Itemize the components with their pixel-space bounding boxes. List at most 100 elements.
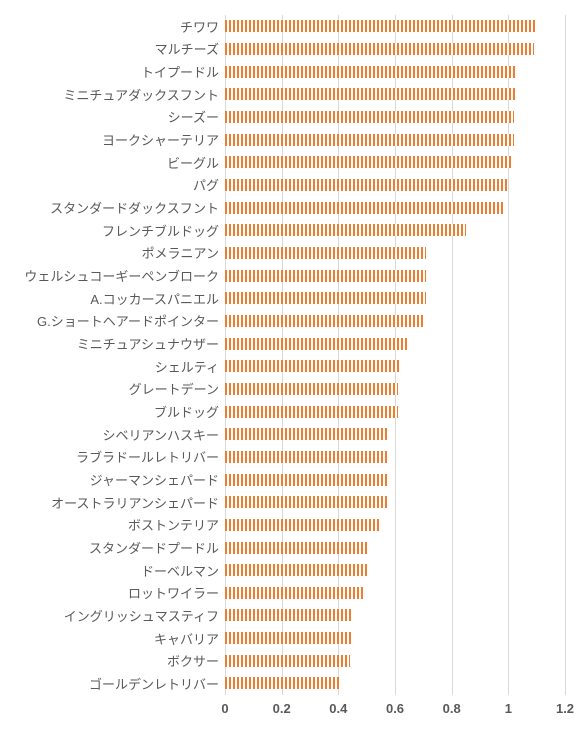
bar-row: ポメラニアン: [225, 242, 426, 265]
bar: [225, 179, 508, 191]
bar: [225, 496, 387, 508]
bar-row: マルチーズ: [225, 38, 534, 61]
gridline: [565, 15, 566, 695]
bar-label: マルチーズ: [155, 39, 225, 58]
bar: [225, 406, 398, 418]
bar-row: シーズー: [225, 106, 514, 129]
bar-label: ビーグル: [167, 153, 225, 172]
bar: [225, 111, 514, 123]
bar-row: A.コッカースパニエル: [225, 287, 426, 310]
bar: [225, 66, 517, 78]
bar-row: ボクサー: [225, 649, 350, 672]
bar: [225, 677, 341, 689]
bar: [225, 134, 514, 146]
bar-label: スタンダードプードル: [89, 538, 225, 557]
bar-row: ミニチュアシュナウザー: [225, 332, 409, 355]
bar-label: ポメラニアン: [142, 243, 225, 262]
chart-container: チワワマルチーズトイプードルミニチュアダックスフントシーズーヨークシャーテリアビ…: [0, 0, 579, 741]
bar-label: キャバリア: [154, 629, 225, 648]
bar-row: ビーグル: [225, 151, 511, 174]
bar-label: シベリアンハスキー: [103, 425, 225, 444]
bar-row: ロットワイラー: [225, 582, 364, 605]
bar-row: オーストラリアンシェパード: [225, 491, 387, 514]
bar-label: グレートデーン: [129, 379, 225, 398]
x-tick-label: 0.6: [386, 701, 404, 716]
bar-row: ミニチュアダックスフント: [225, 83, 517, 106]
bar-label: チワワ: [180, 17, 225, 36]
bar-label: ヨークシャーテリア: [102, 130, 225, 149]
x-tick-label: 0: [221, 701, 228, 716]
bar: [225, 20, 537, 32]
bar-label: ゴールデンレトリバー: [89, 674, 225, 693]
bar: [225, 609, 353, 621]
bar-row: チワワ: [225, 15, 537, 38]
bar-label: A.コッカースパニエル: [90, 289, 225, 308]
bar: [225, 542, 367, 554]
bar-label: ラブラドールレトリバー: [76, 447, 225, 466]
bar-label: トイプードル: [141, 62, 225, 81]
bar: [225, 587, 364, 599]
bar-row: フレンチブルドッグ: [225, 219, 466, 242]
bar: [225, 292, 426, 304]
bar-row: ラブラドールレトリバー: [225, 446, 389, 469]
bar-row: ブルドッグ: [225, 400, 398, 423]
bar: [225, 632, 353, 644]
bar-row: スタンダードダックスフント: [225, 196, 503, 219]
bar-row: パグ: [225, 174, 508, 197]
bar-label: スタンダードダックスフント: [50, 198, 225, 217]
bar-row: ボストンテリア: [225, 514, 381, 537]
plot-area: チワワマルチーズトイプードルミニチュアダックスフントシーズーヨークシャーテリアビ…: [225, 15, 565, 695]
bar-label: ロットワイラー: [128, 583, 225, 602]
bar-row: ヨークシャーテリア: [225, 128, 514, 151]
bar: [225, 270, 426, 282]
bar-row: G.ショートヘアードポインター: [225, 310, 423, 333]
bar-label: ジャーマンシェパード: [90, 470, 225, 489]
x-tick-label: 0.4: [329, 701, 347, 716]
x-tick-label: 1.2: [556, 701, 574, 716]
bar-label: シェルティ: [155, 357, 225, 376]
bar: [225, 224, 466, 236]
bar-label: シーズー: [168, 107, 225, 126]
bar: [225, 156, 511, 168]
bar: [225, 43, 534, 55]
bar: [225, 383, 398, 395]
bar: [225, 428, 389, 440]
bar-label: ウェルシュコーギーペンブローク: [24, 266, 225, 285]
bar-label: ボストンテリア: [128, 515, 225, 534]
bar-row: ゴールデンレトリバー: [225, 672, 341, 695]
x-axis: 00.20.40.60.811.2: [225, 695, 565, 725]
bar-row: シベリアンハスキー: [225, 423, 389, 446]
bar: [225, 88, 517, 100]
x-tick-label: 0.2: [273, 701, 291, 716]
bar: [225, 338, 409, 350]
bar-label: フレンチブルドッグ: [102, 221, 225, 240]
bar-row: ウェルシュコーギーペンブローク: [225, 264, 426, 287]
bar: [225, 519, 381, 531]
bar-row: グレートデーン: [225, 378, 398, 401]
bar-label: G.ショートヘアードポインター: [37, 311, 225, 330]
bar: [225, 564, 367, 576]
bar: [225, 360, 401, 372]
bar-row: ドーベルマン: [225, 559, 367, 582]
bar-row: ジャーマンシェパード: [225, 468, 387, 491]
bar-label: ブルドッグ: [154, 402, 225, 421]
bar: [225, 202, 503, 214]
bar-row: イングリッシュマスティフ: [225, 604, 353, 627]
bar-label: ミニチュアダックスフント: [63, 85, 225, 104]
bar: [225, 247, 426, 259]
bar-row: キャバリア: [225, 627, 353, 650]
bar-label: ドーベルマン: [141, 561, 225, 580]
bar: [225, 474, 387, 486]
bar-row: トイプードル: [225, 60, 517, 83]
bar-row: シェルティ: [225, 355, 401, 378]
bar-label: パグ: [193, 175, 225, 194]
bar-label: オーストラリアンシェパード: [51, 493, 225, 512]
bar-label: ミニチュアシュナウザー: [77, 334, 225, 353]
x-tick-label: 0.8: [443, 701, 461, 716]
bar-row: スタンダードプードル: [225, 536, 367, 559]
bar: [225, 451, 389, 463]
bar: [225, 655, 350, 667]
bar: [225, 315, 423, 327]
x-tick-label: 1: [505, 701, 512, 716]
bar-label: ボクサー: [167, 651, 225, 670]
